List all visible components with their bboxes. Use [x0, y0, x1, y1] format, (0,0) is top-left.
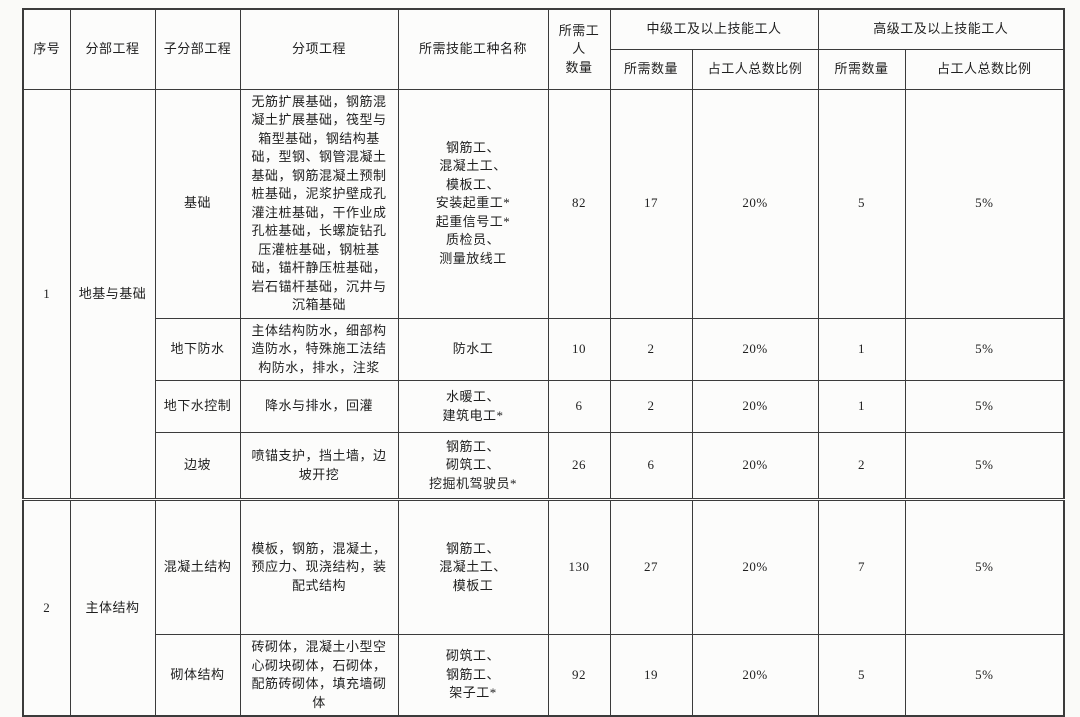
cell-items: 无筋扩展基础，钢筋混凝土扩展基础，筏型与箱型基础，钢结构基础，型钢、钢管混凝土基…	[239, 88, 399, 319]
cell-seq: 2	[22, 498, 71, 717]
cell-items: 喷锚支护，挡土墙，边坡开挖	[239, 432, 399, 500]
col-header-skill-names: 所需技能工种名称	[397, 8, 549, 90]
col-header-high-count: 所需数量	[817, 48, 906, 90]
cell-sub-division: 地下水控制	[154, 380, 241, 433]
col-header-sub-division: 子分部工程	[154, 8, 241, 90]
cell-sub-division: 混凝土结构	[154, 498, 241, 635]
cell-total: 26	[547, 432, 611, 500]
cell-mid-count: 27	[609, 498, 693, 635]
cell-mid-ratio: 20%	[691, 498, 819, 635]
cell-high-count: 5	[817, 88, 906, 319]
cell-high-count: 5	[817, 634, 906, 717]
cell-skills: 钢筋工、 混凝土工、 模板工	[397, 498, 549, 635]
worker-requirements-table: 序号 分部工程 子分部工程 分项工程 所需技能工种名称 所需工人 数量 中级工及…	[22, 8, 1066, 717]
cell-sub-division: 基础	[154, 88, 241, 319]
cell-items: 砖砌体，混凝土小型空心砌块砌体，石砌体，配筋砖砌体，填充墙砌体	[239, 634, 399, 717]
cell-high-ratio: 5%	[904, 634, 1065, 717]
cell-mid-count: 17	[609, 88, 693, 319]
header-row-subcolumns: 所需数量 占工人总数比例 所需数量 占工人总数比例	[23, 48, 1065, 90]
cell-high-ratio: 5%	[904, 317, 1065, 381]
cell-high-count: 2	[817, 432, 906, 500]
cell-mid-ratio: 20%	[691, 380, 819, 433]
cell-seq: 1	[22, 88, 71, 500]
cell-mid-ratio: 20%	[691, 317, 819, 381]
cell-mid-count: 2	[609, 317, 693, 381]
cell-total: 10	[547, 317, 611, 381]
cell-skills: 钢筋工、 砌筑工、 挖掘机驾驶员*	[397, 432, 549, 500]
cell-sub-division: 砌体结构	[154, 634, 241, 717]
table-row-groundwater-control: 地下水控制 降水与排水，回灌 水暖工、 建筑电工* 6 2 20% 1 5%	[23, 380, 1065, 433]
cell-mid-ratio: 20%	[691, 88, 819, 319]
cell-high-ratio: 5%	[904, 380, 1065, 433]
cell-high-count: 1	[817, 317, 906, 381]
cell-high-ratio: 5%	[904, 432, 1065, 500]
col-header-high-ratio: 占工人总数比例	[904, 48, 1065, 90]
col-header-mid-ratio: 占工人总数比例	[691, 48, 819, 90]
col-header-workers-total: 所需工人 数量	[547, 8, 611, 90]
col-header-item: 分项工程	[239, 8, 399, 90]
cell-skills: 砌筑工、 钢筋工、 架子工*	[397, 634, 549, 717]
cell-skills: 防水工	[397, 317, 549, 381]
table-row-concrete-structure: 2 主体结构 混凝土结构 模板，钢筋，混凝土，预应力、现浇结构，装配式结构 钢筋…	[22, 498, 1065, 717]
cell-mid-ratio: 20%	[691, 634, 819, 717]
cell-total: 82	[547, 88, 611, 319]
cell-division: 主体结构	[69, 498, 156, 717]
col-group-mid-level: 中级工及以上技能工人	[609, 8, 819, 50]
cell-high-ratio: 5%	[904, 88, 1065, 319]
table-row-foundation: 1 地基与基础 基础 无筋扩展基础，钢筋混凝土扩展基础，筏型与箱型基础，钢结构基…	[22, 88, 1065, 500]
col-header-mid-count: 所需数量	[609, 48, 693, 90]
cell-total: 6	[547, 380, 611, 433]
cell-items: 降水与排水，回灌	[239, 380, 399, 433]
col-group-high-level: 高级工及以上技能工人	[817, 8, 1065, 50]
cell-mid-count: 19	[609, 634, 693, 717]
cell-sub-division: 地下防水	[154, 317, 241, 381]
cell-items: 主体结构防水，细部构造防水，特殊施工法结构防水，排水，注浆	[239, 317, 399, 381]
cell-mid-count: 2	[609, 380, 693, 433]
cell-mid-ratio: 20%	[691, 432, 819, 500]
cell-items: 模板，钢筋，混凝土，预应力、现浇结构，装配式结构	[239, 498, 399, 635]
header-row-groups: 序号 分部工程 子分部工程 分项工程 所需技能工种名称 所需工人 数量 中级工及…	[22, 8, 1065, 90]
cell-skills: 水暖工、 建筑电工*	[397, 380, 549, 433]
table-row-slope: 边坡 喷锚支护，挡土墙，边坡开挖 钢筋工、 砌筑工、 挖掘机驾驶员* 26 6 …	[23, 432, 1065, 500]
cell-total: 130	[547, 498, 611, 635]
cell-total: 92	[547, 634, 611, 717]
cell-sub-division: 边坡	[154, 432, 241, 500]
cell-high-count: 7	[817, 498, 906, 635]
cell-division: 地基与基础	[69, 88, 156, 500]
col-header-division: 分部工程	[69, 8, 156, 90]
cell-skills: 钢筋工、 混凝土工、 模板工、 安装起重工* 起重信号工* 质检员、 测量放线工	[397, 88, 549, 319]
cell-high-ratio: 5%	[904, 498, 1065, 635]
table-row-masonry-structure: 砌体结构 砖砌体，混凝土小型空心砌块砌体，石砌体，配筋砖砌体，填充墙砌体 砌筑工…	[23, 634, 1065, 717]
cell-mid-count: 6	[609, 432, 693, 500]
document-page: 序号 分部工程 子分部工程 分项工程 所需技能工种名称 所需工人 数量 中级工及…	[22, 8, 1066, 717]
table-row-underground-waterproofing: 地下防水 主体结构防水，细部构造防水，特殊施工法结构防水，排水，注浆 防水工 1…	[23, 317, 1065, 381]
cell-high-count: 1	[817, 380, 906, 433]
col-header-seq: 序号	[22, 8, 71, 90]
